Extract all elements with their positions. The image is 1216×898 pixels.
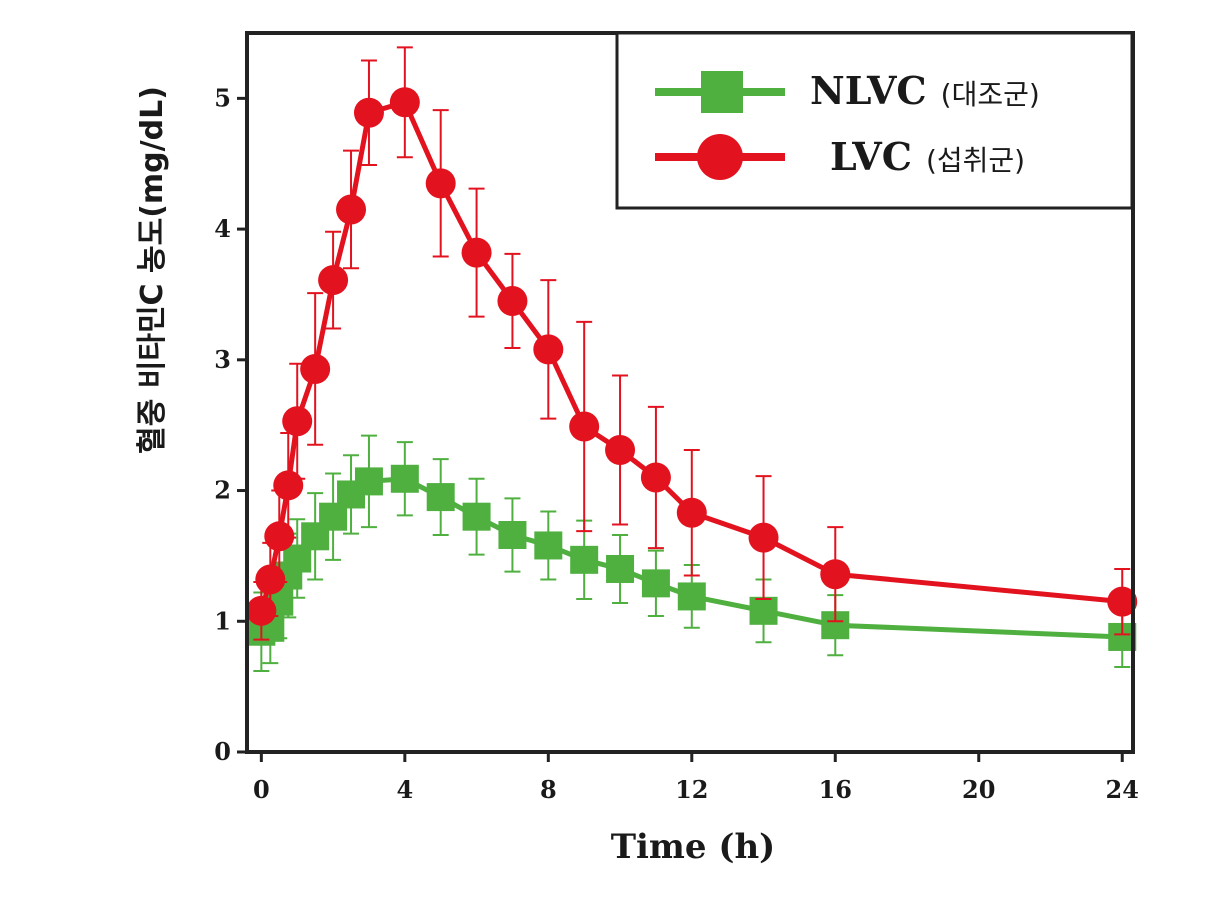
y-tick-label: 1 — [214, 606, 231, 635]
x-axis-title: Time (h) — [611, 827, 776, 867]
y-tick-label: 3 — [214, 345, 231, 374]
data-point-lvc — [336, 194, 367, 225]
legend-entry-lvc: LVC (섭취군) — [655, 134, 1025, 180]
data-point-nlvc — [606, 554, 635, 583]
data-point-nlvc — [390, 464, 419, 493]
data-point-lvc — [282, 406, 313, 437]
data-point-nlvc — [354, 467, 383, 496]
data-point-lvc — [425, 168, 456, 199]
data-point-lvc — [605, 435, 636, 466]
series-lvc — [246, 46, 1138, 641]
legend-suffix-lvc: (섭취군) — [926, 144, 1025, 177]
data-point-lvc — [748, 522, 779, 553]
data-point-lvc — [820, 559, 851, 590]
data-point-nlvc — [534, 531, 563, 560]
legend-box — [615, 31, 1134, 210]
legend-marker-square — [701, 71, 743, 113]
data-point-lvc — [497, 285, 528, 316]
data-point-lvc — [255, 564, 286, 595]
legend: NLVC (대조군) LVC (섭취군) — [615, 31, 1134, 210]
legend-suffix-nlvc: (대조군) — [941, 78, 1040, 111]
data-point-lvc — [569, 411, 600, 442]
legend-entry-nlvc: NLVC (대조군) — [655, 68, 1040, 113]
data-point-nlvc — [641, 569, 670, 598]
legend-label-lvc: LVC (섭취군) — [830, 134, 1025, 179]
data-point-lvc — [676, 497, 707, 528]
x-tick-label: 4 — [396, 775, 413, 804]
data-point-lvc — [246, 595, 277, 626]
x-tick-label: 24 — [1106, 775, 1139, 804]
y-tick-label: 2 — [214, 476, 231, 505]
data-point-lvc — [533, 334, 564, 365]
legend-label-nlvc: NLVC (대조군) — [810, 68, 1040, 113]
data-point-lvc — [461, 237, 492, 268]
data-point-nlvc — [426, 483, 455, 512]
legend-marker-circle — [697, 134, 743, 180]
x-tick-label: 12 — [675, 775, 708, 804]
x-tick-label: 16 — [819, 775, 852, 804]
data-point-lvc — [318, 265, 349, 296]
data-point-lvc — [389, 87, 420, 118]
x-tick-label: 8 — [540, 775, 557, 804]
series-layer — [246, 46, 1138, 672]
y-axis-title: 혈중 비타민C 농도(mg/dL) — [135, 86, 170, 454]
data-point-nlvc — [677, 582, 706, 611]
data-point-lvc — [273, 470, 304, 501]
data-point-nlvc — [749, 596, 778, 625]
data-point-lvc — [300, 353, 331, 384]
y-tick-label: 5 — [214, 83, 231, 112]
data-point-nlvc — [462, 502, 491, 531]
data-point-nlvc — [570, 545, 599, 574]
y-tick-label: 0 — [214, 737, 231, 766]
series-nlvc — [247, 434, 1137, 672]
legend-name-nlvc: NLVC — [810, 68, 927, 113]
y-tick-label: 4 — [214, 214, 231, 243]
data-point-lvc — [264, 521, 295, 552]
x-tick-label: 0 — [253, 775, 270, 804]
data-point-nlvc — [498, 520, 527, 549]
x-tick-label: 20 — [962, 775, 995, 804]
legend-name-lvc: LVC — [830, 134, 912, 179]
data-point-lvc — [640, 462, 671, 493]
data-point-lvc — [1107, 586, 1138, 617]
data-point-lvc — [353, 97, 384, 128]
